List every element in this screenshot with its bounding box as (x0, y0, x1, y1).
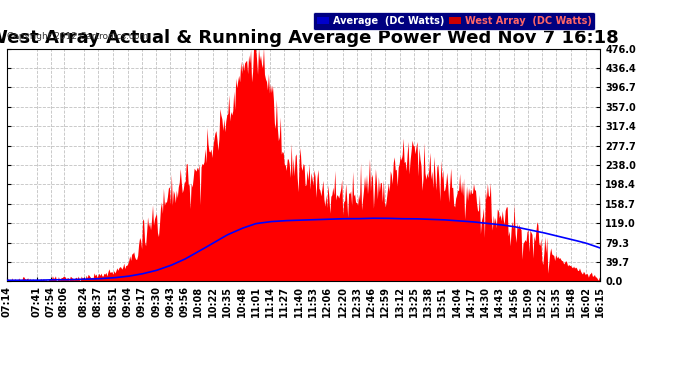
Text: Copyright 2012 Cartronics.com: Copyright 2012 Cartronics.com (7, 32, 148, 41)
Title: West Array Actual & Running Average Power Wed Nov 7 16:18: West Array Actual & Running Average Powe… (0, 29, 619, 47)
Legend: Average  (DC Watts), West Array  (DC Watts): Average (DC Watts), West Array (DC Watts… (313, 12, 595, 30)
